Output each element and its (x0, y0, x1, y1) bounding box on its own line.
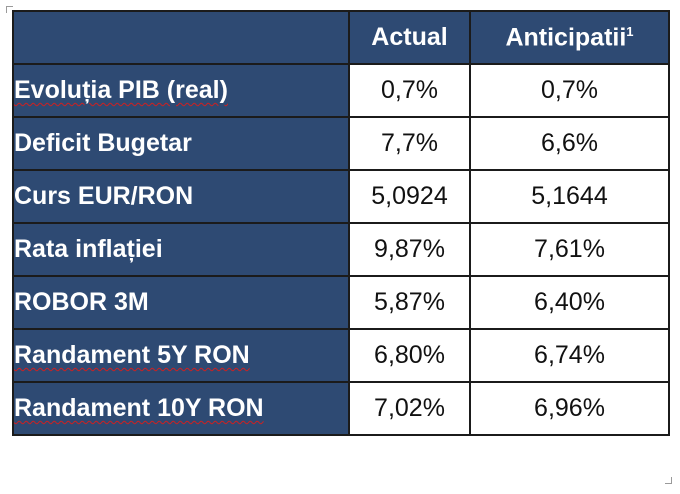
expected-value: 6,6% (469, 116, 670, 171)
footnote-marker: 1 (626, 23, 634, 39)
expected-value: 0,7% (469, 63, 670, 118)
row-label: Randament 10Y RON (12, 381, 350, 436)
header-expected: Anticipatii1 (469, 10, 670, 65)
actual-value: 7,7% (348, 116, 471, 171)
actual-value: 0,7% (348, 63, 471, 118)
row-label: Evoluția PIB (real) (12, 63, 350, 118)
row-label-text: Evoluția PIB (real) (14, 76, 228, 104)
table-row: Curs EUR/RON 5,0924 5,1644 (12, 169, 670, 224)
table-row: Rata inflației 9,87% 7,61% (12, 222, 670, 277)
row-label-text: Randament 5Y RON (14, 341, 250, 369)
economic-indicators-table: Actual Anticipatii1 Evoluția PIB (real) … (12, 10, 670, 436)
row-label-text: Randament 10Y RON (14, 394, 264, 422)
row-label: Curs EUR/RON (12, 169, 350, 224)
actual-value: 7,02% (348, 381, 471, 436)
table-row: Deficit Bugetar 7,7% 6,6% (12, 116, 670, 171)
actual-value: 6,80% (348, 328, 471, 383)
selection-corner-bottom-right (665, 477, 672, 484)
actual-value: 5,87% (348, 275, 471, 330)
table-row: ROBOR 3M 5,87% 6,40% (12, 275, 670, 330)
row-label: Rata inflației (12, 222, 350, 277)
table-row: Randament 5Y RON 6,80% 6,74% (12, 328, 670, 383)
expected-value: 6,74% (469, 328, 670, 383)
header-actual: Actual (348, 10, 471, 65)
row-label-text: ROBOR 3M (14, 288, 149, 316)
expected-value: 6,96% (469, 381, 670, 436)
table-header-row: Actual Anticipatii1 (12, 10, 670, 65)
header-label-cell (12, 10, 350, 65)
row-label: Randament 5Y RON (12, 328, 350, 383)
actual-value: 5,0924 (348, 169, 471, 224)
row-label: ROBOR 3M (12, 275, 350, 330)
header-expected-label: Anticipatii (505, 23, 627, 52)
selection-corner-top-left (6, 6, 13, 13)
row-label-text: Deficit Bugetar (14, 129, 192, 157)
table-frame (6, 6, 672, 484)
table-row: Randament 10Y RON 7,02% 6,96% (12, 381, 670, 436)
actual-value: 9,87% (348, 222, 471, 277)
table-row: Evoluția PIB (real) 0,7% 0,7% (12, 63, 670, 118)
row-label-text: Curs EUR/RON (14, 182, 194, 210)
expected-value: 5,1644 (469, 169, 670, 224)
row-label-text: Rata inflației (14, 235, 163, 263)
expected-value: 6,40% (469, 275, 670, 330)
row-label: Deficit Bugetar (12, 116, 350, 171)
expected-value: 7,61% (469, 222, 670, 277)
